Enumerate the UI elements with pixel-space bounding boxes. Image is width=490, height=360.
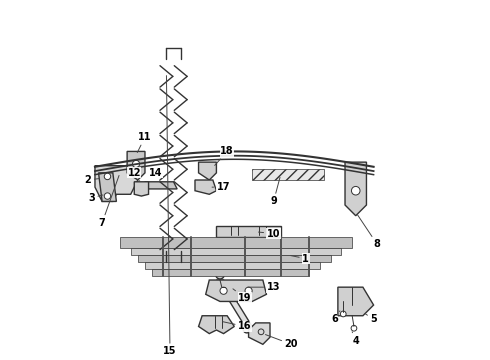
Text: 2: 2: [84, 175, 99, 185]
Polygon shape: [206, 280, 267, 301]
Circle shape: [351, 325, 357, 331]
Polygon shape: [195, 180, 217, 194]
Text: 4: 4: [352, 332, 359, 346]
Text: 12: 12: [127, 168, 141, 181]
Text: 17: 17: [212, 182, 230, 192]
Polygon shape: [152, 269, 309, 276]
Circle shape: [351, 186, 360, 195]
Text: 5: 5: [365, 314, 377, 324]
Polygon shape: [248, 323, 270, 344]
Polygon shape: [120, 237, 352, 248]
Circle shape: [104, 193, 111, 199]
Circle shape: [216, 270, 224, 279]
Text: 14: 14: [149, 168, 163, 182]
Text: 7: 7: [99, 175, 119, 228]
Circle shape: [220, 287, 227, 294]
Text: 10: 10: [259, 229, 280, 239]
Polygon shape: [145, 182, 177, 189]
Text: 20: 20: [266, 334, 298, 349]
Polygon shape: [145, 262, 320, 269]
Text: 16: 16: [223, 321, 252, 332]
Text: 3: 3: [88, 193, 103, 203]
Polygon shape: [198, 162, 217, 180]
Polygon shape: [217, 280, 252, 327]
Text: 13: 13: [248, 282, 280, 292]
Text: 6: 6: [331, 311, 340, 324]
Text: 9: 9: [270, 177, 280, 206]
Text: 8: 8: [357, 215, 381, 249]
Text: 1: 1: [291, 253, 309, 264]
Circle shape: [341, 311, 346, 317]
Polygon shape: [252, 169, 323, 180]
Text: 19: 19: [233, 289, 252, 303]
Polygon shape: [127, 152, 145, 180]
Polygon shape: [95, 166, 138, 202]
Polygon shape: [98, 173, 117, 202]
Polygon shape: [134, 182, 148, 196]
Text: 11: 11: [137, 132, 152, 153]
Polygon shape: [138, 255, 331, 262]
Circle shape: [104, 173, 111, 180]
Polygon shape: [217, 226, 281, 237]
Circle shape: [245, 287, 252, 294]
Polygon shape: [131, 248, 342, 255]
Text: 15: 15: [163, 76, 177, 356]
Circle shape: [132, 160, 140, 167]
Polygon shape: [198, 316, 234, 334]
Circle shape: [243, 326, 250, 333]
Polygon shape: [338, 287, 373, 316]
Text: 18: 18: [215, 147, 234, 166]
Polygon shape: [345, 162, 367, 216]
